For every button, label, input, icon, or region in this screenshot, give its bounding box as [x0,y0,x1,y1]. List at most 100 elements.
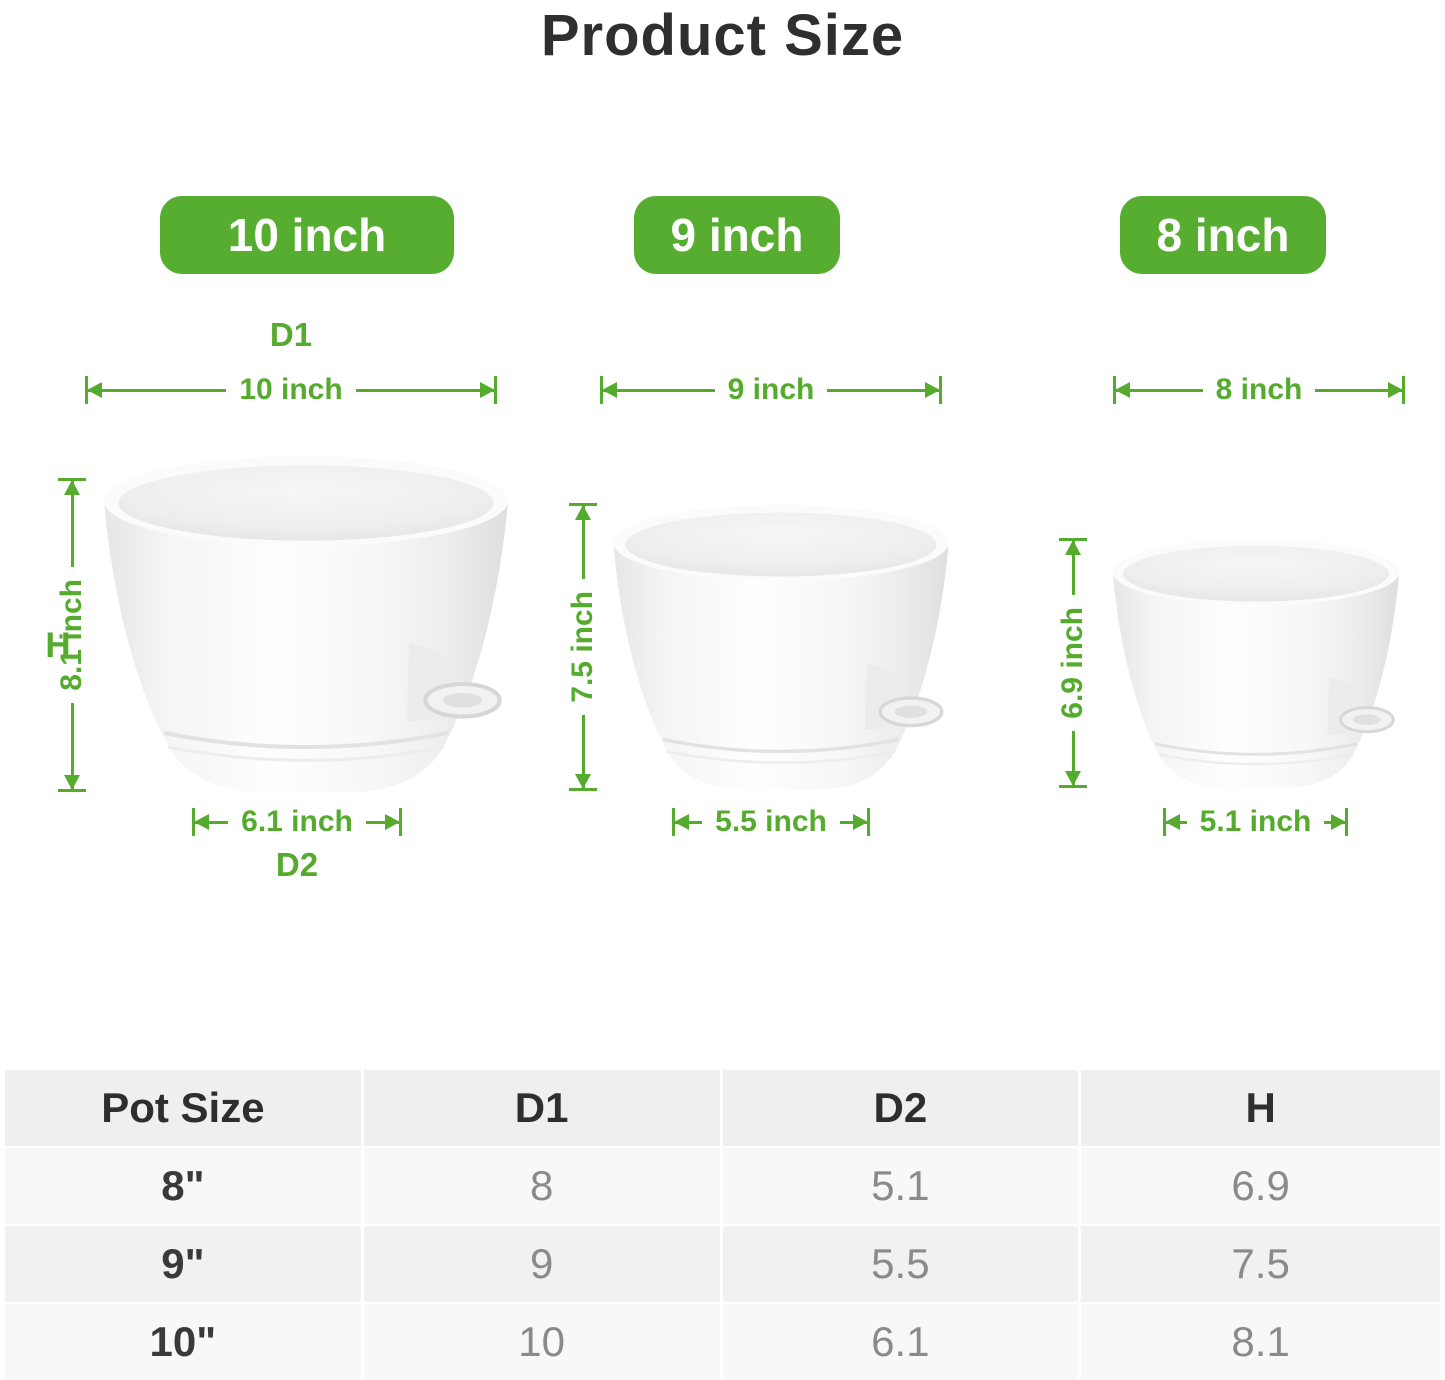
dim-line [64,480,80,568]
arrow-left-icon [1165,814,1180,830]
dim-line [575,505,591,580]
table-header-cell: H [1081,1070,1440,1146]
arrow-left-icon [87,382,102,398]
dim-tick [569,788,597,791]
top-diameter-dimension-9: 9 inch [600,373,943,406]
dim-line [1165,814,1187,830]
table-cell: 7.5 [1081,1226,1440,1302]
dim-tick [1113,376,1116,404]
dim-tick [399,808,402,836]
table-row: 10" 10 6.1 8.1 [5,1304,1440,1380]
pot-8-inch-illustration [1112,539,1400,788]
dimension-value: 5.5 inch [715,805,827,838]
size-badge-label: 9 inch [670,209,804,261]
size-table: Pot Size D1 D2 H 8" 8 5.1 6.9 9" 9 5.5 7… [5,1070,1440,1380]
dim-line [1065,540,1081,596]
table-cell: 5.1 [722,1148,1082,1224]
arrow-up-icon [1065,540,1081,555]
dim-line [1324,814,1346,830]
dim-line [355,382,495,398]
page-title: Product Size [540,3,905,68]
dim-line [194,814,229,830]
dim-line [1065,730,1081,786]
dim-tick [85,376,88,404]
table-row: 9" 9 5.5 7.5 [5,1226,1440,1302]
table-cell: 6.9 [1081,1148,1440,1224]
dim-tick [600,376,603,404]
top-diameter-dimension-10: 10 inch [85,375,497,405]
table-cell: 6.1 [722,1304,1082,1380]
height-dimension-8: 6.9 inch [1056,538,1089,788]
pot-10-inch-illustration [104,456,508,792]
table-cell: 10" [5,1304,364,1380]
arrow-left-icon [674,814,689,830]
height-dimension-10: 8.1 inch [55,478,88,792]
arrow-up-icon [575,505,591,520]
dim-tick [1345,808,1348,836]
dimension-value: 8.1 inch [55,579,88,691]
dim-line [64,702,80,790]
arrow-down-icon [64,775,80,790]
arrow-down-icon [575,774,591,789]
arrow-right-icon [925,382,941,398]
size-badge-8-inch: 8 inch [1120,196,1326,274]
pot-9-inch-illustration [613,504,949,790]
size-badge-label: 10 inch [227,209,387,261]
table-header-cell: D1 [363,1070,723,1146]
table-cell: 9 [363,1226,723,1302]
table-cell: 5.5 [722,1226,1082,1302]
dim-tick [58,789,86,792]
dim-tick [192,808,195,836]
arrow-left-icon [1115,382,1130,398]
arrow-right-icon [1388,382,1404,398]
dim-line [365,814,400,830]
table-header-cell: D2 [722,1070,1082,1146]
size-badge-label: 8 inch [1156,209,1290,261]
dim-line [87,382,227,398]
arrow-down-icon [1065,771,1081,786]
dimension-value: 9 inch [727,373,815,406]
table-cell: 9" [5,1226,364,1302]
dim-line [575,714,591,789]
dimension-value: 7.5 inch [566,591,599,703]
arrow-right-icon [853,814,868,830]
dim-tick [1163,808,1166,836]
arrow-left-icon [194,814,209,830]
dimension-value: 6.9 inch [1056,607,1089,719]
d2-label: D2 [275,846,319,883]
table-cell: 8 [363,1148,723,1224]
d1-label: D1 [269,316,313,353]
dim-tick [1059,538,1087,541]
dimension-value: 5.1 inch [1199,805,1312,838]
dim-tick [569,503,597,506]
dim-tick [1059,785,1087,788]
base-diameter-dimension-8: 5.1 inch [1163,807,1348,837]
dimension-value: 10 inch [239,373,343,406]
dim-tick [494,376,497,404]
size-badge-9-inch: 9 inch [634,196,840,274]
dimension-value: 6.1 inch [241,805,353,838]
arrow-up-icon [64,480,80,495]
h-label: H [45,626,71,665]
dimension-value: 8 inch [1215,373,1303,406]
base-diameter-dimension-10: 6.1 inch [192,807,402,837]
dim-tick [867,808,870,836]
dim-tick [1402,376,1406,404]
dim-line [1315,382,1404,398]
table-header-row: Pot Size D1 D2 H [5,1070,1440,1146]
dim-tick [939,376,943,404]
dim-tick [672,808,675,836]
dim-line [602,382,715,398]
arrow-right-icon [385,814,400,830]
table-header-cell: Pot Size [5,1070,364,1146]
base-diameter-dimension-9: 5.5 inch [672,807,870,837]
table-row: 8" 8 5.1 6.9 [5,1148,1440,1224]
table-cell: 8" [5,1148,364,1224]
arrow-left-icon [602,382,617,398]
arrow-right-icon [480,382,495,398]
dim-line [674,814,703,830]
height-dimension-9: 7.5 inch [566,503,599,791]
dim-line [1115,382,1203,398]
dim-tick [58,478,86,481]
